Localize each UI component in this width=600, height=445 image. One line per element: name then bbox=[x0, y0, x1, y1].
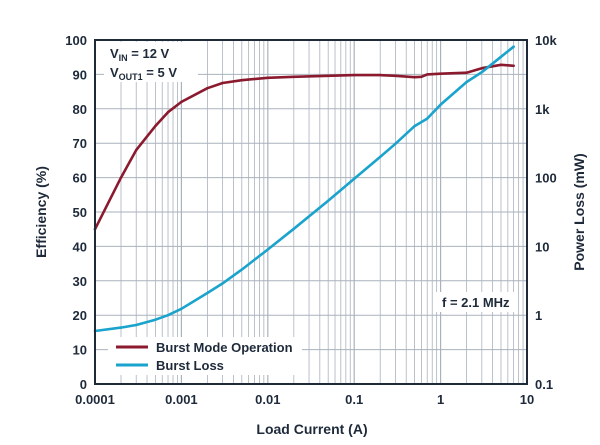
x-axis-title: Load Current (A) bbox=[256, 421, 367, 437]
data-point bbox=[221, 282, 224, 285]
y2-axis-title: Power Loss (mW) bbox=[571, 153, 587, 270]
vin-sub: IN bbox=[119, 53, 128, 63]
data-point bbox=[135, 148, 138, 152]
data-point bbox=[413, 124, 416, 128]
data-point bbox=[420, 75, 423, 79]
data-point bbox=[394, 142, 397, 145]
vout-main: V bbox=[110, 65, 119, 80]
vin-main: V bbox=[110, 46, 119, 61]
series-layer bbox=[93, 45, 515, 333]
data-point bbox=[119, 176, 123, 179]
data-point bbox=[379, 155, 382, 159]
data-point bbox=[480, 71, 484, 74]
data-point bbox=[154, 124, 157, 128]
y2-tick-label: 10 bbox=[535, 239, 549, 254]
freq-annotation-bg bbox=[436, 292, 518, 312]
data-point bbox=[512, 64, 515, 68]
data-point bbox=[166, 111, 170, 114]
vin-annotation-bg bbox=[104, 42, 198, 82]
x-tick-label: 10 bbox=[520, 392, 534, 407]
data-point bbox=[266, 76, 269, 80]
data-point bbox=[394, 74, 397, 77]
data-point bbox=[221, 81, 224, 85]
legend-bg bbox=[108, 337, 302, 375]
data-point bbox=[266, 248, 269, 251]
x-tick-label: 0.001 bbox=[165, 392, 198, 407]
data-point bbox=[240, 79, 243, 82]
data-point bbox=[353, 73, 356, 77]
data-point bbox=[292, 227, 296, 231]
y2-tick-label: 100 bbox=[535, 171, 557, 186]
y-tick-label: 60 bbox=[73, 171, 87, 186]
data-point bbox=[180, 307, 183, 310]
series-line-1 bbox=[93, 45, 515, 333]
data-point bbox=[413, 75, 416, 79]
freq-label: f = 2.1 MHz bbox=[442, 295, 510, 310]
data-point bbox=[180, 100, 183, 104]
x-tick-label: 0.1 bbox=[345, 392, 363, 407]
data-point bbox=[206, 86, 209, 90]
data-point bbox=[135, 323, 138, 327]
vout-sub: OUT1 bbox=[119, 72, 143, 82]
y2-tick-label: 0.1 bbox=[535, 377, 553, 392]
x-tick-label: 0.01 bbox=[255, 392, 280, 407]
data-point bbox=[154, 318, 157, 321]
y-axis-title: Efficiency (%) bbox=[33, 166, 49, 258]
y-tick-label: 20 bbox=[73, 308, 87, 323]
data-point bbox=[499, 63, 503, 66]
data-point bbox=[240, 268, 243, 271]
y2-tick-label: 1k bbox=[535, 102, 550, 117]
y2-tick-label: 10k bbox=[535, 33, 557, 48]
data-point bbox=[499, 55, 503, 58]
y-tick-label: 30 bbox=[73, 274, 87, 289]
vin-annotation: VIN = 12 V VOUT1 = 5 V bbox=[104, 42, 198, 82]
y2-tick-label: 1 bbox=[535, 308, 542, 323]
vout-rest: = 5 V bbox=[143, 65, 178, 80]
data-point bbox=[166, 314, 170, 317]
data-point bbox=[465, 71, 468, 74]
y-tick-label: 80 bbox=[73, 102, 87, 117]
plot-frame bbox=[94, 39, 528, 385]
legend: Burst Mode Operation Burst Loss bbox=[108, 337, 302, 375]
y-tick-label: 50 bbox=[73, 205, 87, 220]
legend-label-burst-mode: Burst Mode Operation bbox=[156, 340, 293, 355]
legend-label-burst-loss: Burst Loss bbox=[156, 358, 224, 373]
freq-annotation: f = 2.1 MHz bbox=[436, 292, 518, 312]
data-point bbox=[353, 177, 356, 181]
grid bbox=[95, 40, 527, 384]
vin-rest: = 12 V bbox=[128, 46, 170, 61]
y-tick-label: 10 bbox=[73, 343, 87, 358]
data-point bbox=[379, 73, 382, 77]
data-point bbox=[426, 117, 429, 120]
data-point bbox=[206, 291, 209, 295]
data-point bbox=[439, 72, 442, 75]
y-tick-label: 0 bbox=[80, 377, 87, 392]
data-point bbox=[292, 75, 296, 79]
data-point bbox=[439, 103, 442, 106]
y-tick-label: 100 bbox=[65, 33, 87, 48]
data-point bbox=[480, 67, 484, 70]
x-tick-label: 1 bbox=[437, 392, 444, 407]
data-point bbox=[326, 74, 330, 77]
y-tick-label: 90 bbox=[73, 67, 87, 82]
series-line-0 bbox=[93, 63, 515, 231]
data-point bbox=[426, 73, 429, 76]
data-point bbox=[119, 326, 123, 329]
data-point bbox=[512, 45, 515, 48]
y-tick-label: 70 bbox=[73, 136, 87, 151]
tick-labels: 0.0001 0.001 0.01 0.1 1 100102030405060708090… bbox=[65, 33, 557, 407]
y-tick-label: 40 bbox=[73, 239, 87, 254]
svg-text:VIN = 12 V: VIN = 12 V bbox=[110, 46, 170, 63]
data-point bbox=[326, 199, 330, 203]
x-tick-label: 0.0001 bbox=[75, 392, 115, 407]
data-point bbox=[465, 80, 468, 84]
svg-text:VOUT1 = 5 V: VOUT1 = 5 V bbox=[110, 65, 177, 82]
